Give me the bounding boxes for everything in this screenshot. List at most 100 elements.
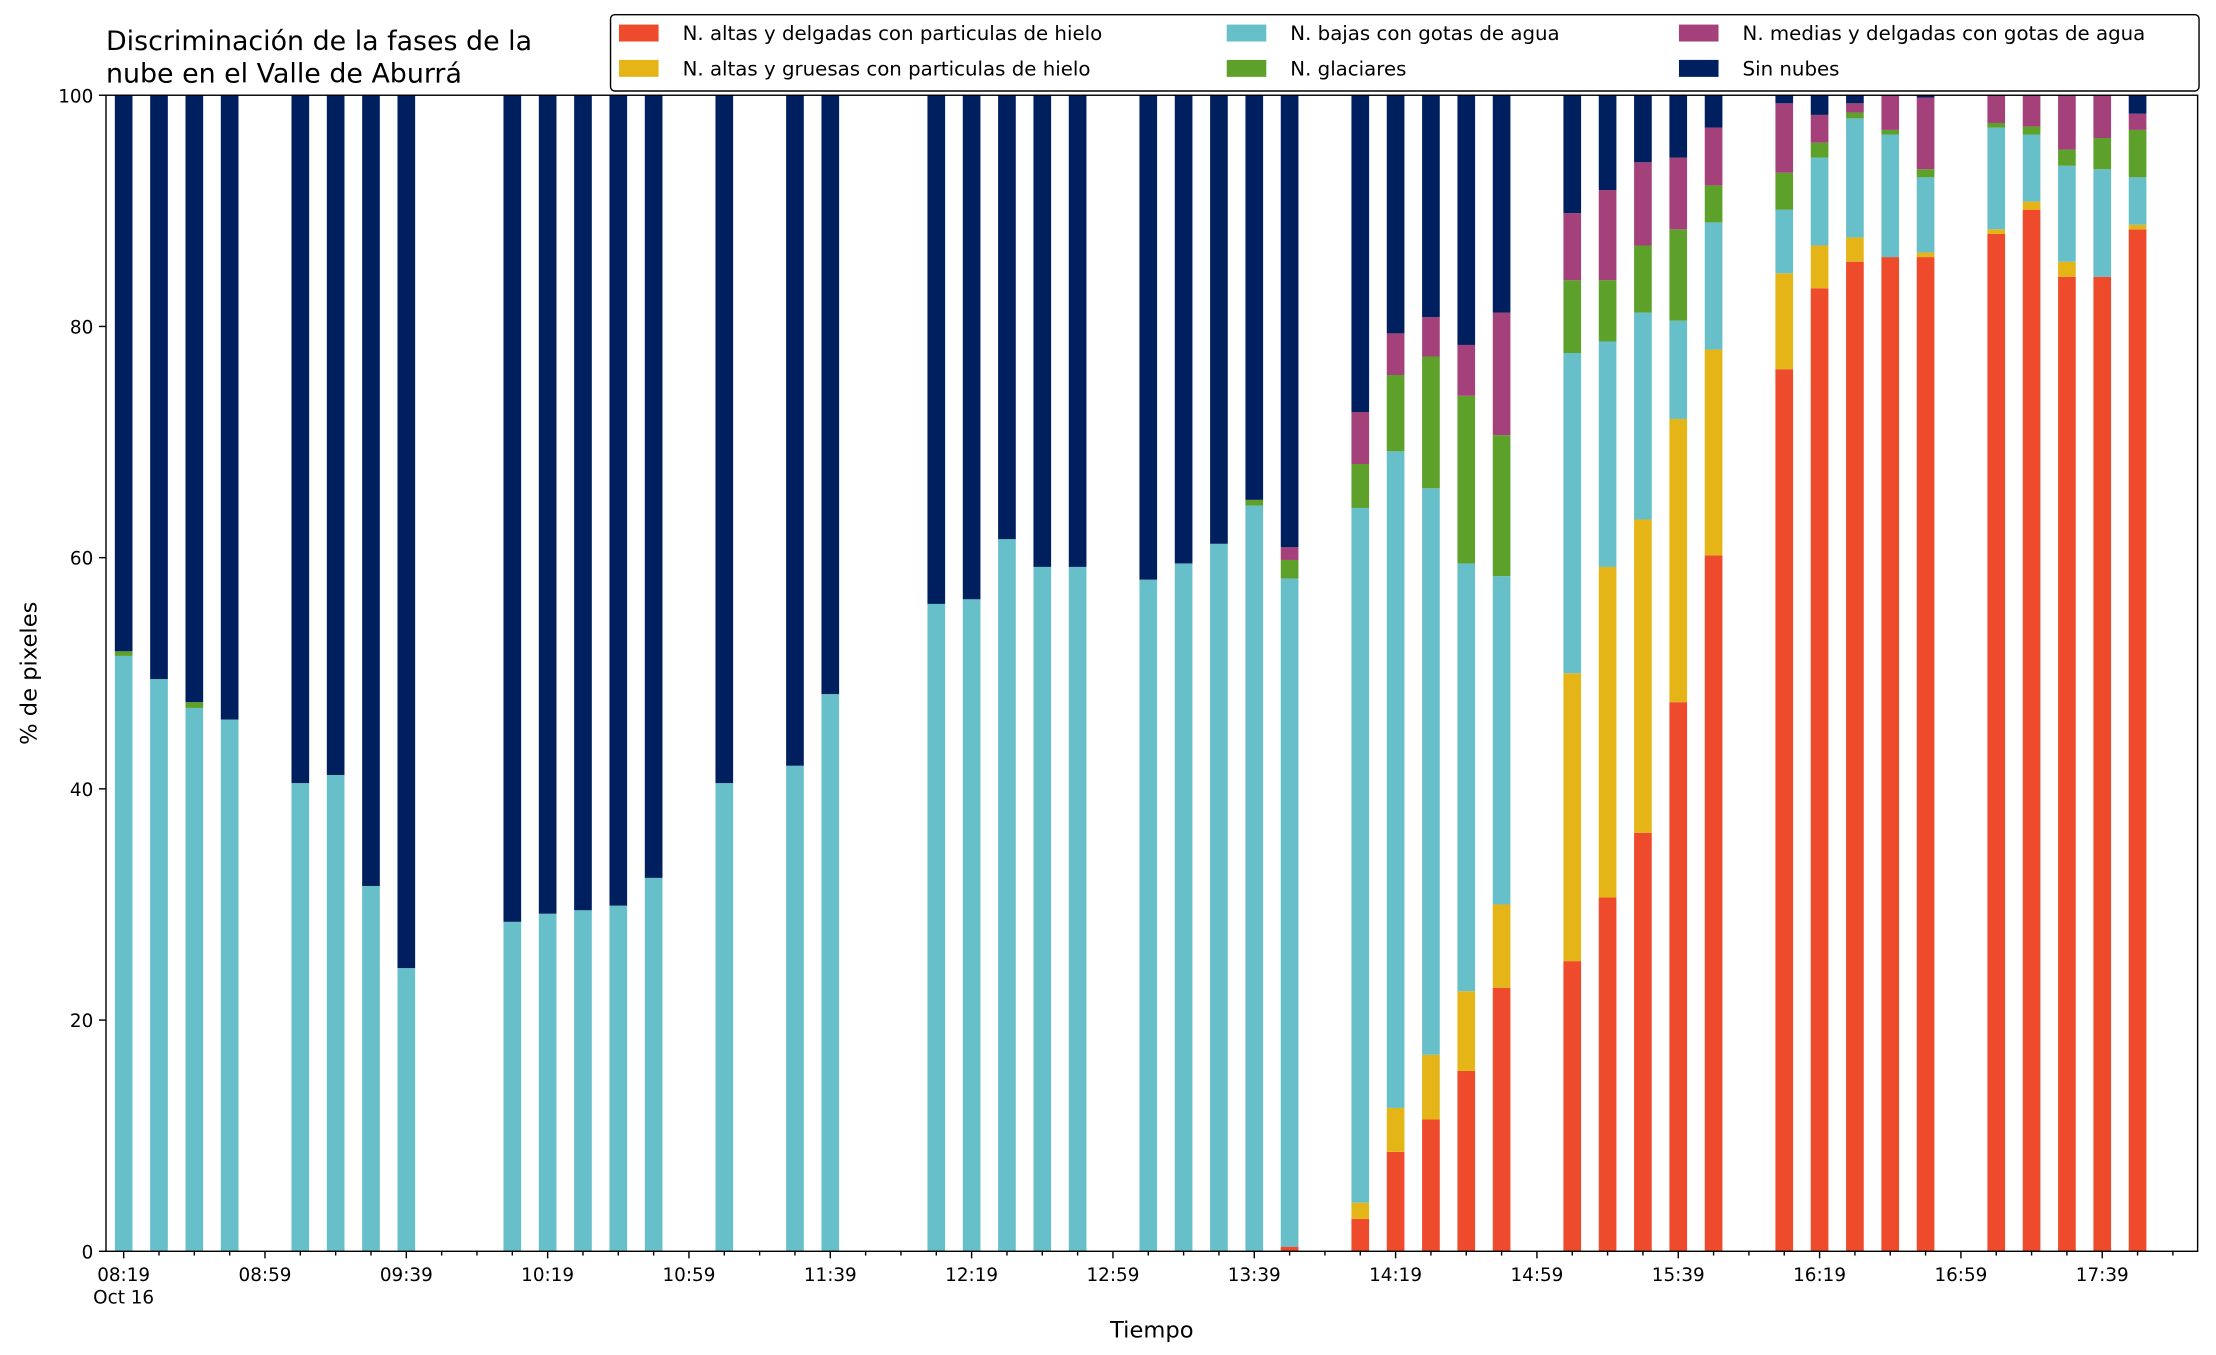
legend-label: N. glaciares	[1290, 57, 1406, 80]
chart-title: nube en el Valle de Aburrá	[106, 59, 462, 90]
bar-segment	[1634, 519, 1652, 833]
bar-segment	[2058, 276, 2076, 1252]
bar-segment	[1422, 317, 1440, 357]
y-tick-label: 80	[70, 318, 93, 339]
bar-segment	[503, 95, 522, 922]
bar-segment	[1563, 95, 1582, 214]
bar-segment	[574, 95, 592, 911]
bar-segment	[1810, 245, 1829, 289]
bar-segment	[220, 719, 239, 1252]
bar-segment	[1775, 95, 1794, 104]
bar-segment	[1351, 411, 1370, 465]
bar-segment	[1351, 95, 1370, 412]
bar-segment	[1669, 95, 1688, 158]
bar-segment	[644, 877, 663, 1252]
bar-segment	[1457, 991, 1476, 1071]
bar-segment	[1422, 488, 1440, 1055]
legend: N. altas y delgadas con particulas de hi…	[609, 13, 2200, 92]
bar-segment	[1775, 172, 1794, 210]
bar-segment	[1598, 280, 1617, 342]
bar-segment	[1987, 95, 2006, 123]
bar-segment	[2128, 229, 2147, 1252]
bar-segment	[1669, 320, 1688, 419]
legend-swatch	[1678, 24, 1719, 42]
bar-segment	[998, 95, 1016, 540]
bar-segment	[2128, 177, 2147, 225]
bar-segment	[1634, 312, 1652, 520]
bar-segment	[1245, 95, 1264, 500]
bar-segment	[1280, 559, 1299, 579]
bar-segment	[2128, 224, 2147, 230]
x-tick-label: 10:19	[521, 1265, 574, 1286]
bar-segment	[2058, 149, 2076, 166]
bar-segment	[1386, 333, 1405, 375]
bar-segment	[150, 95, 168, 680]
bar-segment	[2022, 201, 2041, 210]
bar-segment	[1810, 95, 1829, 115]
bar-segment	[962, 599, 981, 1252]
x-tick-label: 14:19	[1369, 1265, 1422, 1286]
bar-segment	[2058, 165, 2076, 262]
bar-segment	[1881, 129, 1900, 135]
bar-segment	[2128, 113, 2147, 130]
bar-segment	[715, 783, 734, 1252]
bar-segment	[2128, 129, 2147, 178]
bar-segment	[644, 95, 663, 878]
bar-segment	[1669, 702, 1688, 1252]
bar-segment	[1386, 1107, 1405, 1152]
bar-segment	[2022, 126, 2041, 135]
x-tick-label: 08:59	[239, 1265, 292, 1286]
legend-label: N. medias y delgadas con gotas de agua	[1743, 22, 2146, 45]
bar-segment	[1210, 95, 1228, 544]
bar-segment	[2093, 95, 2112, 139]
y-tick-label: 100	[58, 86, 93, 107]
bar-segment	[821, 694, 840, 1252]
y-tick-label: 60	[70, 549, 93, 570]
bar-segment	[1669, 418, 1688, 703]
x-tick-label: 12:19	[945, 1265, 998, 1286]
bar-segment	[291, 95, 310, 784]
bar-segment	[821, 95, 840, 695]
bar-segment	[1881, 95, 1900, 130]
bar-segment	[1457, 563, 1476, 992]
bar-segment	[962, 95, 981, 600]
x-tick-label: 16:19	[1793, 1265, 1846, 1286]
legend-swatch	[1678, 59, 1719, 77]
bar-segment	[1704, 555, 1723, 1252]
x-tick-label: 08:19	[97, 1265, 150, 1286]
bar-segment	[1245, 505, 1264, 1252]
x-tick-label: 09:39	[380, 1265, 433, 1286]
bar-segment	[2093, 276, 2112, 1252]
bar-segment	[1598, 95, 1617, 191]
bar-segment	[2128, 95, 2147, 114]
bar-segment	[1351, 1202, 1370, 1219]
bar-segment	[1810, 157, 1829, 246]
bar-segment	[1422, 95, 1440, 318]
legend-swatch	[1226, 59, 1267, 77]
bar-segment	[1987, 122, 2006, 128]
bar-segment	[1987, 233, 2006, 1252]
bar-segment	[1598, 341, 1617, 567]
bar-segment	[2058, 261, 2076, 277]
bar-segment	[1634, 95, 1652, 163]
bar-segment	[1775, 103, 1794, 173]
bar-segment	[1881, 257, 1900, 1252]
bar-segment	[1492, 95, 1511, 313]
x-tick-label: 14:59	[1510, 1265, 1563, 1286]
bar-segment	[1563, 280, 1582, 354]
legend-label: Sin nubes	[1743, 57, 1840, 80]
bar-segment	[538, 95, 557, 914]
bar-segment	[2093, 169, 2112, 277]
bar-segment	[1280, 547, 1299, 560]
x-tick-label: 16:59	[1934, 1265, 1987, 1286]
bar-segment	[1457, 395, 1476, 564]
bar-segment	[1775, 209, 1794, 274]
x-tick-label: Oct 16	[93, 1288, 154, 1309]
bar-segment	[1846, 103, 1864, 113]
bar-segment	[326, 95, 345, 775]
bar-segment	[1457, 344, 1476, 396]
bar-segment	[927, 95, 946, 604]
bar-segment	[1210, 543, 1228, 1252]
bar-segment	[1846, 118, 1864, 238]
